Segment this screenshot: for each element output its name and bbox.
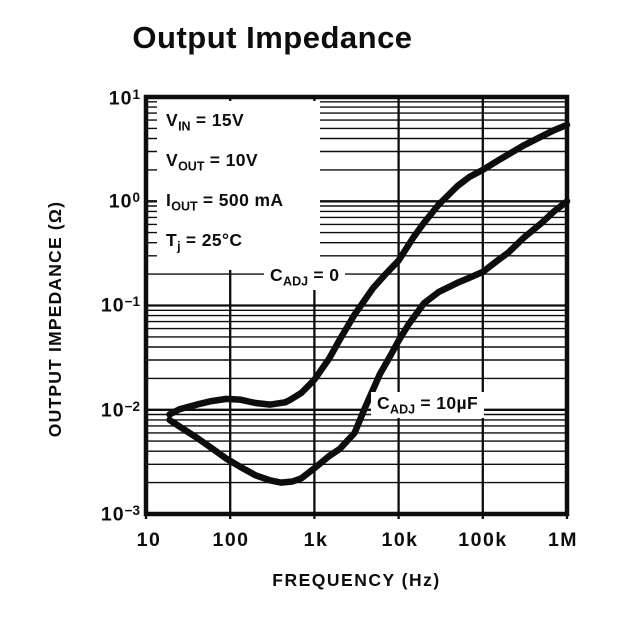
condition-vin: VIN = 15V <box>166 104 320 144</box>
condition-symbol: V <box>166 150 179 170</box>
condition-iout: IOUT = 500 mA <box>166 184 320 224</box>
x-tick-label-100k: 100k <box>458 529 508 551</box>
y-tick-label-10e0: 100 <box>50 188 140 214</box>
y-tick-label-10e-1: 10−1 <box>50 292 140 318</box>
conditions-box: VIN = 15V VOUT = 10V IOUT = 500 mA Tj = … <box>157 101 320 270</box>
condition-subscript: IN <box>178 119 191 134</box>
curve-label-symbol: C <box>270 265 284 285</box>
condition-symbol: V <box>166 110 179 130</box>
y-tick-base: 10 <box>100 399 125 422</box>
curve-label-subscript: ADJ <box>390 402 416 417</box>
curve-cadj-10uf <box>166 198 571 486</box>
y-tick-base: 10 <box>100 503 125 526</box>
y-tick-exponent: −2 <box>124 398 140 414</box>
condition-value: = 15V <box>195 110 245 130</box>
condition-value: = 25°C <box>185 230 243 250</box>
y-tick-exponent: 0 <box>132 189 140 205</box>
y-tick-base: 10 <box>100 294 125 317</box>
y-tick-exponent: −1 <box>124 293 140 309</box>
x-axis-title: FREQUENCY (Hz) <box>272 570 441 590</box>
x-tick-label-10k: 10k <box>381 529 419 551</box>
plot-frame <box>143 94 570 517</box>
condition-symbol: I <box>166 190 172 210</box>
curve-label-cadj-10uf: CADJ = 10µF <box>371 392 485 418</box>
condition-subscript: OUT <box>178 159 205 174</box>
x-tick-label-1k: 1k <box>303 529 329 551</box>
condition-subscript: OUT <box>171 199 198 214</box>
curve-cadj-0 <box>166 121 571 418</box>
chart-title: Output Impedance <box>132 20 413 55</box>
curve-label-cadj-0: CADJ = 0 <box>264 264 346 290</box>
condition-value: = 10V <box>209 150 258 170</box>
curve-label-value: = 10µF <box>420 393 479 413</box>
condition-vout: VOUT = 10V <box>166 144 320 184</box>
condition-subscript: j <box>177 239 181 254</box>
y-tick-exponent: 1 <box>132 86 140 102</box>
condition-tj: Tj = 25°C <box>166 224 320 264</box>
curve-label-value: = 0 <box>313 265 340 285</box>
y-tick-label-10e1: 101 <box>50 85 140 111</box>
x-tick-label-1M: 1M <box>547 529 579 551</box>
y-tick-label-10e-3: 10−3 <box>50 501 140 526</box>
y-tick-label-10e-2: 10−2 <box>50 397 140 423</box>
y-tick-base: 10 <box>108 190 133 213</box>
condition-symbol: T <box>166 230 178 250</box>
y-tick-base: 10 <box>108 87 133 110</box>
condition-value: = 500 mA <box>202 190 284 210</box>
y-tick-exponent: −3 <box>124 502 140 518</box>
x-tick-label-100: 100 <box>212 529 250 551</box>
curve-label-symbol: C <box>377 393 391 413</box>
x-tick-label-10: 10 <box>136 529 162 551</box>
curve-label-subscript: ADJ <box>283 274 309 289</box>
